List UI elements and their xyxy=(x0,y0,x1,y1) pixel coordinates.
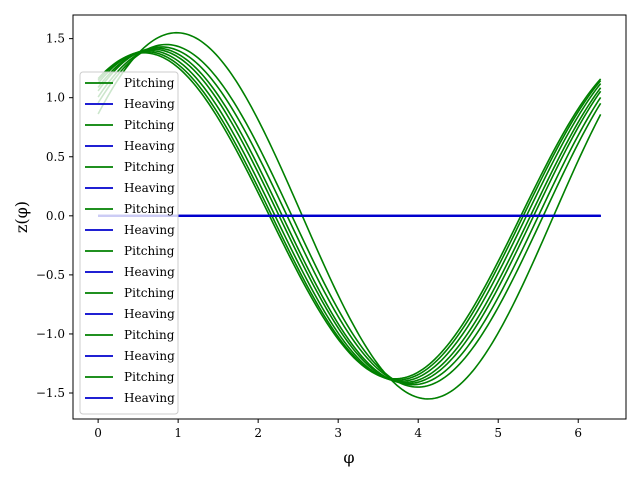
legend-label-pitching: Pitching xyxy=(124,370,175,384)
x-ticks: 0 1 2 3 4 5 6 xyxy=(94,419,582,440)
legend: Pitching Heaving Pitching Heaving Pitching He… xyxy=(79,71,179,415)
legend-label-heaving: Heaving xyxy=(124,391,175,405)
y-tick-label: 0.0 xyxy=(46,209,65,223)
legend-label-heaving: Heaving xyxy=(124,307,175,321)
series-line-pitching-6 xyxy=(97,46,602,386)
legend-label-heaving: Heaving xyxy=(124,97,175,111)
legend-label-pitching: Pitching xyxy=(124,160,175,174)
legend-label-heaving: Heaving xyxy=(124,223,175,237)
x-tick-label: 5 xyxy=(494,426,502,440)
legend-label-pitching: Pitching xyxy=(124,286,175,300)
y-tick-label: −0.5 xyxy=(36,268,65,282)
legend-label-heaving: Heaving xyxy=(124,349,175,363)
x-tick-label: 2 xyxy=(254,426,262,440)
x-tick-label: 0 xyxy=(94,426,102,440)
legend-label-pitching: Pitching xyxy=(124,244,175,258)
y-ticks: 1.5 1.0 0.5 0.0 −0.5 −1.0 −1.5 xyxy=(36,32,73,400)
series-line-pitching-7 xyxy=(97,48,602,384)
x-tick-label: 4 xyxy=(414,426,422,440)
x-tick-label: 3 xyxy=(334,426,342,440)
legend-label-pitching: Pitching xyxy=(124,202,175,216)
legend-label-heaving: Heaving xyxy=(124,265,175,279)
series-line-pitching-4 xyxy=(97,49,602,382)
series-line-pitching-2 xyxy=(97,43,602,388)
x-tick-label: 6 xyxy=(574,426,582,440)
legend-label-pitching: Pitching xyxy=(124,328,175,342)
y-tick-label: 1.5 xyxy=(46,32,65,46)
y-tick-label: −1.5 xyxy=(36,386,65,400)
y-tick-label: 1.0 xyxy=(46,91,65,105)
y-tick-label: −1.0 xyxy=(36,327,65,341)
series-layer xyxy=(97,31,602,400)
plot-frame xyxy=(72,14,627,420)
series-line-pitching-8 xyxy=(97,50,602,381)
series-line-pitching-5 xyxy=(97,51,602,380)
legend-box xyxy=(79,71,179,415)
legend-label-heaving: Heaving xyxy=(124,181,175,195)
x-tick-label: 1 xyxy=(174,426,182,440)
series-line-pitching-1 xyxy=(97,31,602,400)
legend-label-pitching: Pitching xyxy=(124,118,175,132)
legend-label-pitching: Pitching xyxy=(124,76,175,90)
x-axis-label: φ xyxy=(343,448,354,467)
y-axis-label: z(φ) xyxy=(12,201,31,233)
legend-label-heaving: Heaving xyxy=(124,139,175,153)
series-line-pitching-3 xyxy=(97,47,602,385)
y-tick-label: 0.5 xyxy=(46,150,65,164)
